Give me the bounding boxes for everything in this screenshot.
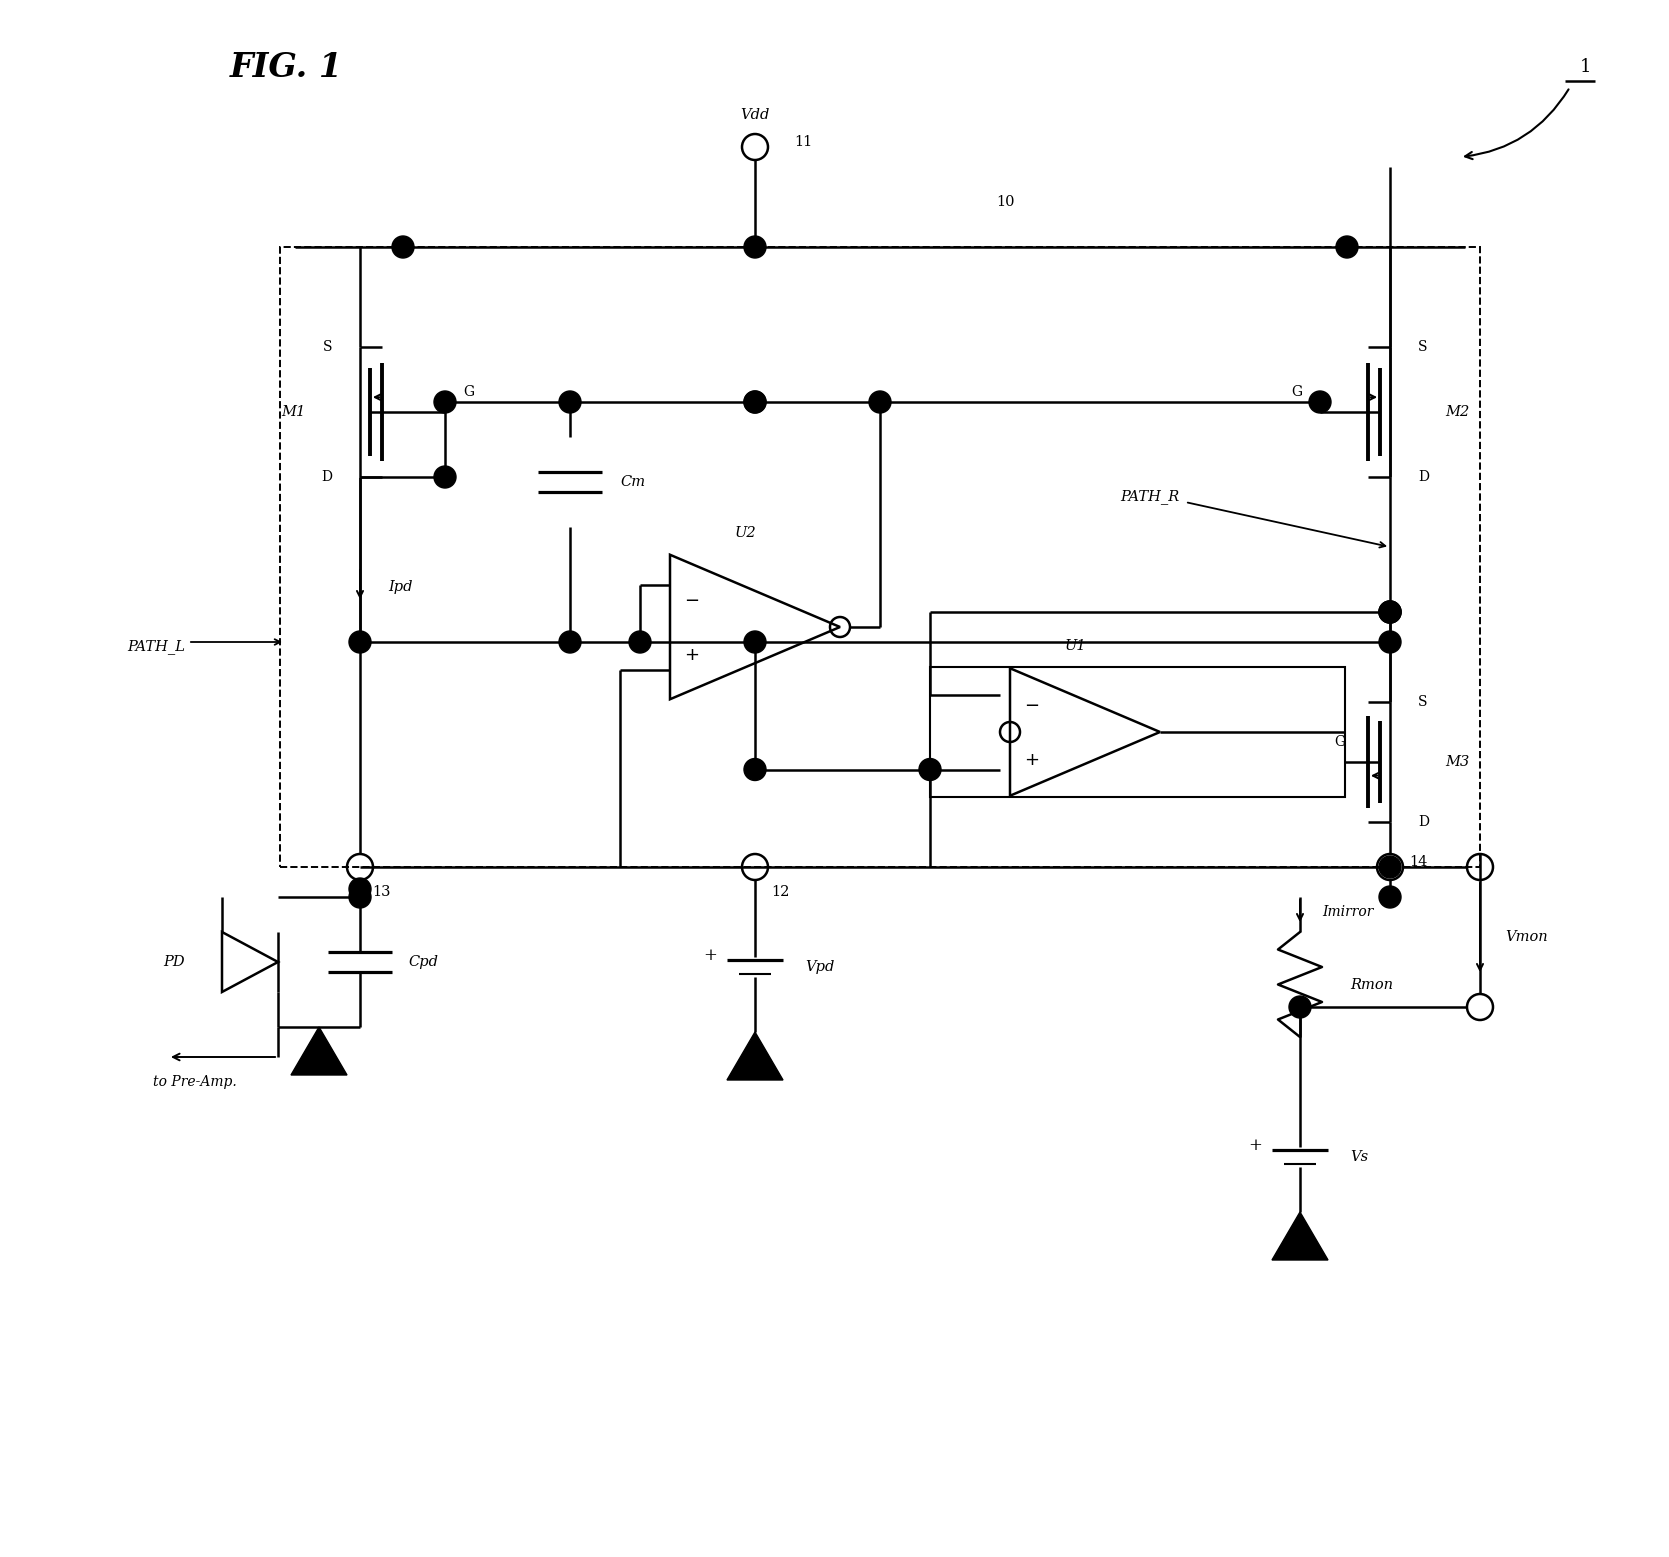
Polygon shape: [728, 1032, 783, 1081]
Text: D: D: [1419, 470, 1429, 484]
Text: M2: M2: [1445, 405, 1469, 419]
Circle shape: [1308, 391, 1330, 413]
Text: 14: 14: [1409, 855, 1427, 869]
Text: $+$: $+$: [1025, 750, 1040, 769]
Text: $-$: $-$: [684, 590, 699, 607]
Text: Vdd: Vdd: [741, 107, 769, 121]
Circle shape: [1379, 601, 1400, 623]
Text: D: D: [320, 470, 332, 484]
Circle shape: [349, 878, 371, 900]
Circle shape: [744, 391, 766, 413]
Text: Rmon: Rmon: [1350, 978, 1394, 992]
Circle shape: [349, 631, 371, 652]
Text: PD: PD: [164, 954, 185, 968]
Circle shape: [744, 237, 766, 258]
Polygon shape: [1272, 1211, 1329, 1260]
Text: M3: M3: [1445, 755, 1469, 769]
Text: PATH_R: PATH_R: [1120, 489, 1180, 504]
Text: $-$: $-$: [1025, 694, 1040, 713]
Text: 12: 12: [771, 884, 789, 898]
Text: S: S: [1419, 694, 1427, 708]
Circle shape: [434, 466, 456, 487]
Text: D: D: [1419, 814, 1429, 828]
Text: S: S: [1419, 339, 1427, 353]
Text: to Pre-Amp.: to Pre-Amp.: [154, 1074, 237, 1088]
Circle shape: [920, 758, 941, 780]
Circle shape: [349, 886, 371, 908]
Bar: [930, 666, 1345, 797]
Text: +: +: [1248, 1137, 1262, 1154]
Text: Vs: Vs: [1350, 1151, 1369, 1165]
Circle shape: [559, 391, 581, 413]
Text: M1: M1: [280, 405, 305, 419]
Circle shape: [1379, 601, 1400, 623]
Text: FIG. 1: FIG. 1: [230, 50, 344, 84]
Bar: [280, 248, 1480, 867]
Text: Vpd: Vpd: [804, 961, 834, 975]
Text: G: G: [1334, 735, 1345, 749]
Circle shape: [1379, 856, 1400, 878]
Circle shape: [559, 631, 581, 652]
Text: 11: 11: [794, 135, 813, 149]
Text: $+$: $+$: [684, 646, 699, 663]
Text: PATH_L: PATH_L: [127, 640, 185, 654]
Circle shape: [744, 631, 766, 652]
Text: 1: 1: [1579, 58, 1591, 76]
Text: Ipd: Ipd: [387, 581, 412, 595]
Text: Vmon: Vmon: [1505, 930, 1547, 944]
Circle shape: [744, 391, 766, 413]
Circle shape: [1379, 631, 1400, 652]
Circle shape: [744, 758, 766, 780]
Text: Imirror: Imirror: [1322, 905, 1374, 919]
Text: 13: 13: [372, 884, 391, 898]
Text: G: G: [462, 385, 474, 399]
Text: U2: U2: [734, 526, 756, 540]
Circle shape: [870, 391, 891, 413]
Text: +: +: [703, 947, 718, 964]
Circle shape: [392, 237, 414, 258]
Text: Cpd: Cpd: [407, 954, 437, 968]
Circle shape: [1288, 996, 1312, 1018]
Circle shape: [1379, 886, 1400, 908]
Text: 10: 10: [996, 195, 1015, 209]
Text: S: S: [322, 339, 332, 353]
Circle shape: [1379, 601, 1400, 623]
Text: U1: U1: [1065, 640, 1087, 654]
Polygon shape: [290, 1028, 347, 1074]
Circle shape: [629, 631, 651, 652]
Text: Cm: Cm: [619, 475, 646, 489]
Circle shape: [1335, 237, 1359, 258]
Text: G: G: [1290, 385, 1302, 399]
Circle shape: [434, 391, 456, 413]
